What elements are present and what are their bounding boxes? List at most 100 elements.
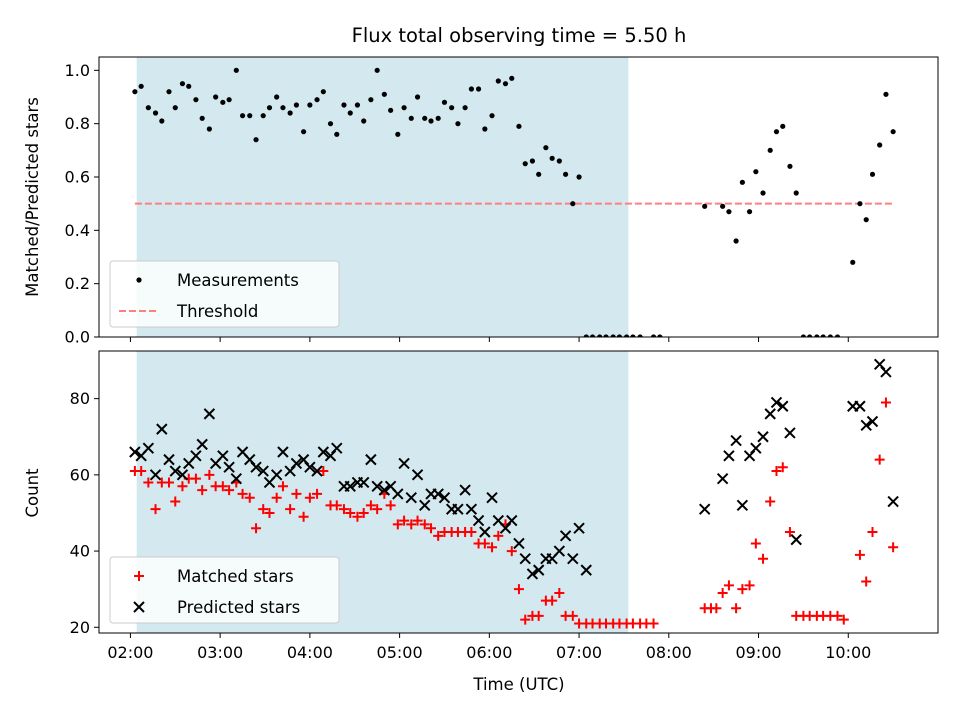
measurement-point bbox=[793, 190, 799, 196]
predicted-star-point bbox=[777, 400, 789, 412]
matched-star-point bbox=[506, 546, 517, 557]
measurement-point bbox=[630, 334, 636, 337]
matched-star-point bbox=[338, 504, 349, 515]
measurement-point bbox=[702, 203, 708, 209]
matched-star-point bbox=[264, 507, 275, 518]
measurement-point bbox=[179, 81, 186, 87]
matched-star-point bbox=[372, 504, 383, 515]
measurement-point bbox=[482, 126, 488, 132]
matched-star-point bbox=[312, 488, 323, 499]
measurement-point bbox=[549, 155, 555, 161]
x-tick-label: 05:00 bbox=[377, 643, 423, 662]
predicted-star-point bbox=[304, 461, 316, 473]
predicted-star-point bbox=[270, 469, 283, 481]
predicted-star-point bbox=[580, 564, 592, 576]
matched-star-point bbox=[136, 466, 147, 477]
measurement-point bbox=[220, 99, 226, 105]
predicted-star-point bbox=[317, 446, 330, 458]
matched-star-point bbox=[237, 488, 248, 499]
measurement-point bbox=[239, 113, 246, 119]
predicted-star-point bbox=[790, 533, 802, 546]
ratio-panel: 0.0 0.2 0.4 0.6 0.8 1.0 Measurements Threshold bbox=[65, 56, 939, 347]
matched-star-point bbox=[244, 492, 255, 503]
matched-star-point bbox=[466, 527, 477, 538]
matched-star-point bbox=[204, 469, 215, 480]
predicted-star-point bbox=[257, 465, 269, 477]
axes-frame-count bbox=[98, 350, 939, 634]
matched-star-point bbox=[838, 614, 849, 625]
measurement-point bbox=[347, 110, 353, 116]
measurement-point bbox=[814, 334, 820, 337]
matched-star-point bbox=[758, 553, 769, 564]
measurement-point bbox=[509, 75, 515, 81]
matched-star-point bbox=[345, 507, 356, 518]
predicted-star-point bbox=[573, 522, 585, 534]
plot-area-count bbox=[129, 358, 899, 629]
predicted-star-point bbox=[358, 476, 370, 489]
predicted-star-point bbox=[169, 465, 181, 477]
matched-star-point bbox=[433, 530, 444, 541]
predicted-star-point bbox=[438, 492, 451, 504]
predicted-star-point bbox=[866, 415, 879, 428]
x-axis-label: Time (UTC) bbox=[472, 675, 564, 694]
measurement-point bbox=[800, 334, 807, 337]
measurement-point bbox=[374, 67, 380, 73]
measurement-point bbox=[820, 334, 826, 337]
measurement-point bbox=[401, 105, 407, 111]
measurement-point bbox=[132, 89, 138, 95]
measurement-point bbox=[780, 123, 786, 129]
measurement-point bbox=[320, 89, 326, 95]
y-tick-label: 20 bbox=[70, 618, 90, 637]
legend-box bbox=[109, 260, 340, 328]
predicted-star-point bbox=[784, 427, 796, 439]
measurement-point bbox=[414, 94, 421, 100]
predicted-star-point bbox=[290, 457, 303, 470]
predicted-star-point bbox=[405, 492, 417, 504]
matched-star-point bbox=[493, 530, 504, 541]
predicted-star-point bbox=[331, 442, 343, 454]
predicted-star-point bbox=[230, 472, 242, 485]
measurement-point bbox=[720, 203, 726, 209]
predicted-star-point bbox=[217, 450, 229, 462]
legend-count: Matched stars Predicted stars bbox=[109, 556, 340, 624]
measurement-point bbox=[206, 126, 212, 132]
y-tick-label: 0.2 bbox=[65, 274, 90, 293]
measurement-point bbox=[159, 118, 165, 124]
measurement-point bbox=[247, 113, 253, 119]
y-tick-label: 60 bbox=[70, 465, 90, 484]
measurement-point bbox=[616, 334, 623, 337]
matched-star-point bbox=[217, 481, 228, 492]
x-tick-label: 02:00 bbox=[107, 643, 153, 662]
x-tick-label: 06:00 bbox=[466, 643, 512, 662]
axes-frame-ratio bbox=[98, 56, 939, 338]
matched-star-point bbox=[533, 610, 544, 621]
matched-star-point bbox=[854, 549, 865, 560]
matched-star-point bbox=[406, 519, 417, 530]
predicted-star-point bbox=[513, 537, 525, 550]
measurement-point bbox=[395, 131, 401, 137]
series-predicted-stars bbox=[129, 358, 899, 580]
measurement-point bbox=[637, 334, 643, 337]
measurement-point bbox=[536, 171, 542, 177]
matched-star-point bbox=[258, 504, 269, 515]
measurement-point bbox=[857, 201, 863, 207]
matched-star-point bbox=[737, 584, 748, 595]
matched-star-point bbox=[888, 542, 899, 553]
y-tick-label: 80 bbox=[70, 389, 90, 408]
measurement-point bbox=[787, 163, 793, 169]
measurement-point bbox=[726, 209, 732, 215]
measurement-point bbox=[773, 129, 780, 135]
plot-area-ratio bbox=[132, 67, 896, 337]
predicted-star-point bbox=[764, 408, 776, 420]
measurement-point bbox=[489, 113, 495, 119]
matched-star-point bbox=[197, 485, 208, 496]
predicted-star-point bbox=[392, 488, 404, 500]
measurement-point bbox=[449, 105, 455, 111]
matched-star-point bbox=[744, 580, 755, 591]
measurement-point bbox=[307, 102, 313, 108]
measurement-point bbox=[300, 129, 307, 135]
measurement-point bbox=[543, 145, 549, 151]
matched-star-point bbox=[487, 542, 498, 553]
measurement-point bbox=[172, 105, 178, 111]
measurement-point bbox=[388, 107, 394, 113]
